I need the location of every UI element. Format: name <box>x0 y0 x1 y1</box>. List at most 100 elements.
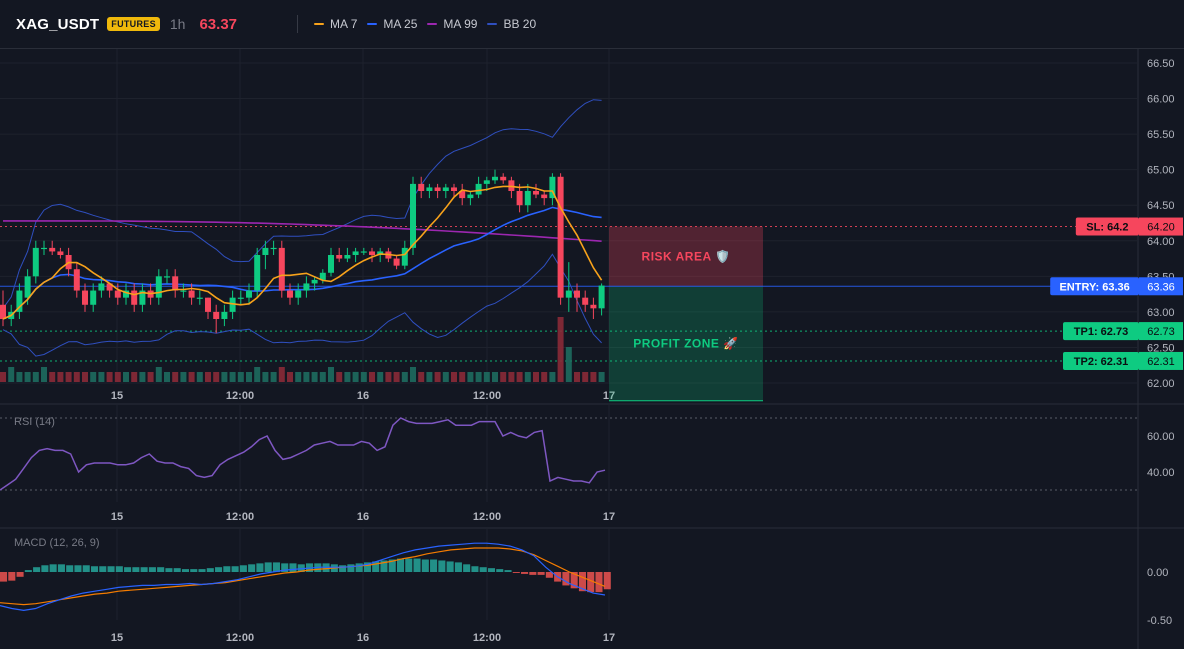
candle-body[interactable] <box>131 290 138 305</box>
candle-body[interactable] <box>426 187 433 191</box>
level-price-label: 62.31 <box>1147 356 1175 368</box>
macd-histogram-bar <box>545 572 553 578</box>
candle-body[interactable] <box>164 276 170 278</box>
macd-histogram-bar <box>347 564 355 572</box>
candle-body[interactable] <box>590 304 597 309</box>
candle-body[interactable] <box>418 183 425 191</box>
volume-bar <box>369 372 375 382</box>
candle-body[interactable] <box>541 194 548 199</box>
macd-histogram-bar <box>388 559 396 572</box>
candle-body[interactable] <box>319 272 326 280</box>
candle-body[interactable] <box>598 285 605 309</box>
volume-bar <box>303 372 310 382</box>
candle-body[interactable] <box>172 276 179 291</box>
macd-histogram-bar <box>74 565 82 572</box>
candle-body[interactable] <box>328 254 334 273</box>
volume-bar <box>246 372 252 382</box>
candle-body[interactable] <box>434 187 441 191</box>
candle-body[interactable] <box>221 311 228 319</box>
candle-body[interactable] <box>32 247 39 277</box>
candle-body[interactable] <box>311 279 318 284</box>
candle-body[interactable] <box>565 290 572 298</box>
legend-ma25[interactable]: MA 25 <box>367 17 417 31</box>
macd-histogram-bar <box>421 559 429 572</box>
candle-body[interactable] <box>188 290 195 298</box>
candle-body[interactable] <box>98 283 105 291</box>
candle-body[interactable] <box>24 276 31 298</box>
candle-body[interactable] <box>492 176 498 181</box>
candle-body[interactable] <box>475 183 482 195</box>
candle-body[interactable] <box>516 190 523 206</box>
symbol-name[interactable]: XAG_USDT <box>16 15 100 33</box>
candle-body[interactable] <box>82 290 88 305</box>
candle-body[interactable] <box>123 290 129 298</box>
candle-body[interactable] <box>442 187 449 191</box>
legend-bb20[interactable]: BB 20 <box>487 17 536 31</box>
candle-body[interactable] <box>90 290 97 305</box>
candle-body[interactable] <box>574 290 580 298</box>
candle-body[interactable] <box>254 254 261 291</box>
candle-body[interactable] <box>295 290 302 298</box>
candle-body[interactable] <box>459 190 466 199</box>
candle-body[interactable] <box>262 247 269 255</box>
candle-body[interactable] <box>369 251 375 255</box>
level-label-box[interactable] <box>1063 322 1139 341</box>
candle-body[interactable] <box>49 247 56 252</box>
candle-body[interactable] <box>393 258 400 266</box>
macd-histogram-bar <box>578 572 586 592</box>
candle-body[interactable] <box>278 247 285 291</box>
timeframe-label[interactable]: 1h <box>169 16 186 32</box>
level-price-label: 64.20 <box>1147 222 1175 234</box>
candle-body[interactable] <box>483 180 490 184</box>
candle-body[interactable] <box>180 290 187 292</box>
macd-histogram-bar <box>396 558 405 572</box>
candle-body[interactable] <box>557 176 564 298</box>
candle-body[interactable] <box>0 304 6 319</box>
candle-body[interactable] <box>303 283 310 291</box>
candle-body[interactable] <box>451 187 457 191</box>
candle-body[interactable] <box>344 254 351 259</box>
price-axis-label: 64.00 <box>1147 236 1175 248</box>
candle-body[interactable] <box>410 183 416 248</box>
candle-body[interactable] <box>336 254 343 259</box>
volume-bar <box>82 372 88 382</box>
candle-body[interactable] <box>73 269 80 291</box>
volume-bar <box>442 372 449 382</box>
candle-body[interactable] <box>139 290 146 305</box>
candle-body[interactable] <box>205 297 211 312</box>
candle-body[interactable] <box>196 297 203 299</box>
level-label-box[interactable] <box>1063 351 1139 370</box>
level-label-box[interactable] <box>1075 217 1139 236</box>
candle-body[interactable] <box>401 247 408 266</box>
candle-body[interactable] <box>155 276 162 298</box>
legend-ma7[interactable]: MA 7 <box>314 17 357 31</box>
candle-body[interactable] <box>582 297 589 305</box>
candle-body[interactable] <box>246 290 252 298</box>
candle-body[interactable] <box>549 176 556 199</box>
candle-body[interactable] <box>237 297 244 299</box>
candle-body[interactable] <box>500 176 507 181</box>
candle-body[interactable] <box>41 247 47 250</box>
candle-body[interactable] <box>57 251 64 255</box>
candle-body[interactable] <box>213 311 220 319</box>
candle-body[interactable] <box>524 190 531 206</box>
candle-body[interactable] <box>106 283 113 291</box>
candle-body[interactable] <box>16 290 23 312</box>
candle-body[interactable] <box>229 297 236 312</box>
macd-histogram-bar <box>587 572 595 593</box>
candle-body[interactable] <box>270 247 277 250</box>
rsi-axis-label: 60.00 <box>1147 431 1175 443</box>
level-label-box[interactable] <box>1050 277 1139 296</box>
candle-body[interactable] <box>467 194 474 199</box>
volume-bar <box>549 372 556 382</box>
candle-body[interactable] <box>287 290 293 298</box>
candle-body[interactable] <box>533 190 539 195</box>
rsi-line <box>0 417 606 491</box>
candle-body[interactable] <box>360 251 367 253</box>
candle-body[interactable] <box>114 290 121 298</box>
legend-ma99[interactable]: MA 99 <box>427 17 477 31</box>
macd-histogram-bar <box>496 569 504 572</box>
candle-body[interactable] <box>352 251 359 255</box>
macd-histogram-bar <box>190 569 198 572</box>
